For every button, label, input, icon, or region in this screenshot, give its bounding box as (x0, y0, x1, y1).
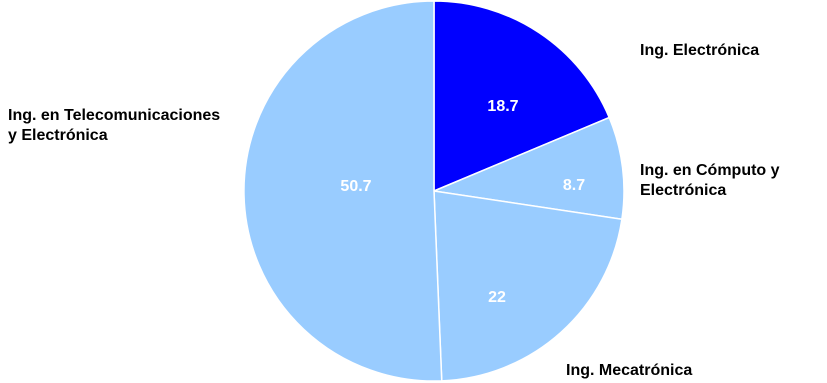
category-labels: Ing. Electrónica Ing. en Cómputo y Elect… (8, 42, 784, 379)
category-label-computo-line-1: Ing. en Cómputo y (640, 162, 780, 179)
pie-slice-ing-en-telecomunicaciones-y-electronica (243, 0, 443, 382)
value-label-ing-electronica: 18.7 (487, 98, 518, 115)
value-labels: 18.7 8.7 22 50.7 (340, 98, 585, 306)
category-label-ing-mecatronica: Ing. Mecatrónica (566, 362, 692, 379)
pie-slice-ing-en-computo-y-electronica (431, 116, 625, 221)
category-label-ing-telecomunicaciones: Ing. en Telecomunicaciones y Electrónica (8, 107, 225, 144)
pie-slice-ing-electronica (433, 0, 611, 193)
value-label-ing-mecatronica: 22 (488, 289, 506, 306)
pie-slices (243, 0, 625, 382)
value-label-ing-telecomunicaciones: 50.7 (340, 178, 371, 195)
value-label-ing-computo-electronica: 8.7 (563, 177, 585, 194)
category-label-telecom-line-2: y Electrónica (8, 127, 108, 144)
category-label-ing-electronica: Ing. Electrónica (640, 42, 759, 59)
category-label-computo-line-2: Electrónica (640, 182, 726, 199)
category-label-ing-computo-electronica: Ing. en Cómputo y Electrónica (640, 162, 784, 199)
category-label-ing-mecatronica-line: Ing. Mecatrónica (566, 362, 692, 379)
category-label-telecom-line-1: Ing. en Telecomunicaciones (8, 107, 220, 124)
category-label-ing-electronica-line: Ing. Electrónica (640, 42, 759, 59)
pie-slice-ing-mecatronica (433, 190, 623, 382)
